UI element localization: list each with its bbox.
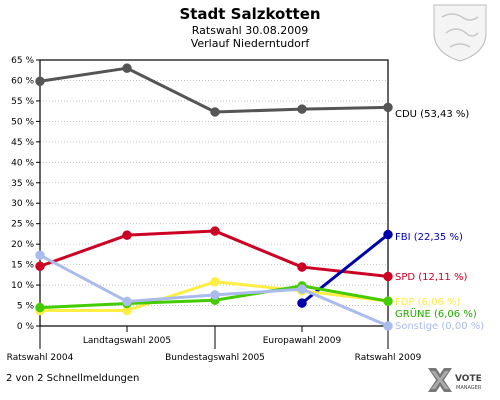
data-point-fbi — [297, 298, 307, 308]
y-tick-label: 20 % — [11, 240, 34, 250]
data-point-sonstige — [35, 250, 45, 260]
y-tick-label: 40 % — [11, 158, 34, 168]
x-tick-label: Bundestagswahl 2005 — [165, 353, 265, 363]
chart-subtitle-election: Ratswahl 30.08.2009 — [192, 24, 308, 37]
data-point-cdu — [122, 63, 132, 73]
series-label-fbi: FBI (22,35 %) — [395, 232, 463, 243]
y-tick-label: 65 % — [11, 56, 34, 66]
x-mark-icon — [428, 368, 452, 392]
y-tick-label: 55 % — [11, 97, 34, 107]
plot-frame — [39, 59, 389, 327]
data-point-sonstige — [122, 296, 132, 307]
chart-title: Stadt Salzkotten — [179, 5, 320, 23]
data-point-spd — [297, 262, 307, 272]
data-point-cdu — [297, 104, 307, 114]
data-point-spd — [210, 226, 220, 236]
data-point-sonstige — [210, 290, 220, 300]
page-info: 2 von 2 Schnellmeldungen — [6, 373, 139, 384]
vote-manager-logo: VOTE MANAGER — [428, 368, 482, 392]
data-point-sonstige — [383, 321, 393, 331]
y-tick-label: 35 % — [11, 179, 34, 189]
y-tick-label: 60 % — [11, 76, 34, 86]
data-point-spd — [383, 271, 393, 282]
y-tick-label: 25 % — [11, 220, 34, 230]
x-tick-label: Landtagswahl 2005 — [83, 336, 171, 346]
data-point-cdu — [383, 102, 393, 113]
data-point-fdp — [210, 277, 220, 287]
series-label-sonstige: Sonstige (0,00 %) — [395, 321, 484, 332]
x-tick-label: Ratswahl 2009 — [355, 353, 422, 363]
series-label-grüne: GRÜNE (6,06 %) — [395, 307, 477, 320]
y-tick-label: 5 % — [17, 302, 35, 312]
series-label-spd: SPD (12,11 %) — [395, 272, 467, 283]
data-point-cdu — [210, 107, 220, 117]
data-point-sonstige — [297, 284, 307, 294]
data-point-fbi — [383, 229, 393, 240]
data-point-grüne — [35, 302, 45, 313]
coat-of-arms-icon — [433, 4, 487, 62]
y-tick-label: 10 % — [11, 281, 34, 291]
series-label-cdu: CDU (53,43 %) — [395, 109, 469, 120]
chart-subtitle-district: Verlauf Niederntudorf — [191, 37, 311, 50]
x-tick-label: Europawahl 2009 — [263, 336, 342, 346]
y-tick-label: 45 % — [11, 138, 34, 148]
data-point-spd — [122, 230, 132, 240]
data-point-grüne — [383, 296, 393, 306]
data-point-cdu — [35, 76, 45, 87]
y-tick-label: 15 % — [11, 261, 34, 271]
y-tick-label: 50 % — [11, 117, 34, 127]
logo-sub: MANAGER — [456, 385, 482, 391]
y-tick-label: 30 % — [11, 199, 34, 209]
logo-word: VOTE — [455, 374, 482, 384]
y-tick-label: 0 % — [17, 322, 35, 332]
x-tick-label: Ratswahl 2004 — [7, 353, 74, 363]
data-point-spd — [35, 261, 45, 272]
series-label-fdp: FDP (6,06 %) — [395, 297, 461, 308]
